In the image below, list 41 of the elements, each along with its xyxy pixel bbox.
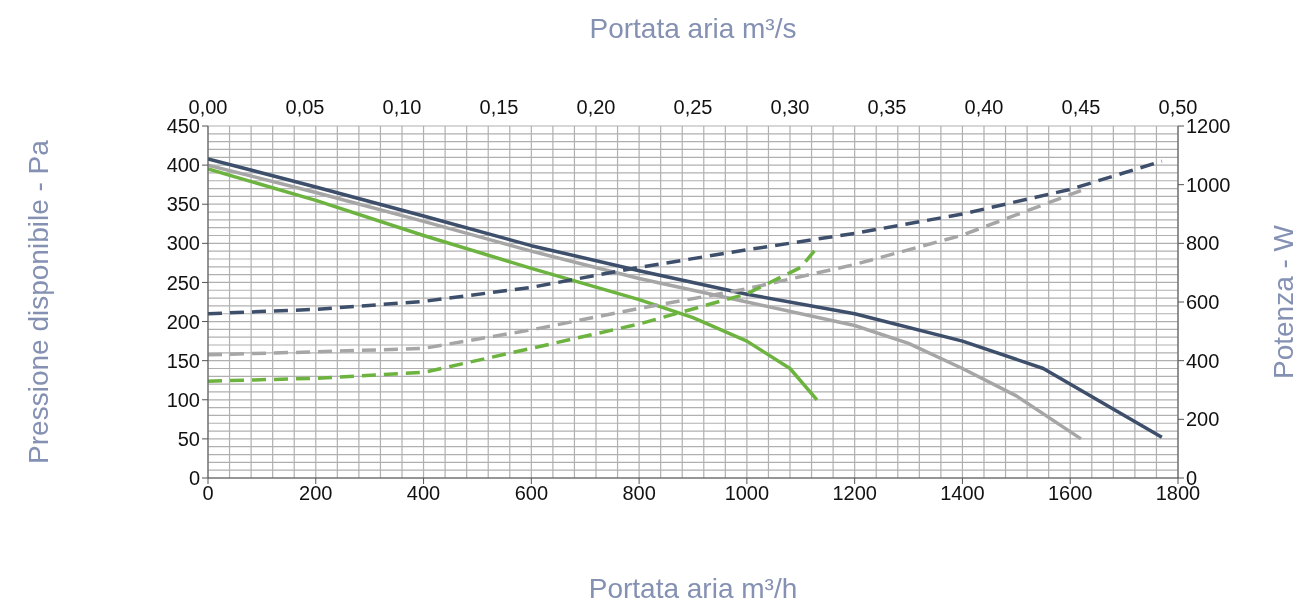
x-tick-label: 200 <box>299 482 333 505</box>
y2-tick-label: 600 <box>1186 291 1220 314</box>
y2-tick-label: 1200 <box>1186 115 1231 138</box>
x-tick-label: 1400 <box>940 482 985 505</box>
y-tick-label: 0 <box>188 467 200 490</box>
x2-tick-label: 0,15 <box>479 96 519 118</box>
y-tick-label: 250 <box>166 271 200 294</box>
y-tick-label: 50 <box>177 427 200 450</box>
x2-tick-label: 0,45 <box>1061 96 1101 118</box>
y2-axis-title: Potenza - W <box>1268 224 1299 380</box>
x-tick-label: 1200 <box>832 482 877 505</box>
x2-axis-title: Portata aria m³/s <box>589 13 797 44</box>
x2-tick-label: 0,00 <box>188 96 228 118</box>
line-series <box>208 167 819 402</box>
y2-tick-label: 400 <box>1186 349 1220 372</box>
x2-tick-label: 0,20 <box>576 96 616 118</box>
x2-tick-label: 0,05 <box>285 96 325 118</box>
y-tick-label: 100 <box>166 388 200 411</box>
y-tick-label: 450 <box>166 115 200 138</box>
y-tick-label: 400 <box>166 154 200 177</box>
y2-tick-label: 200 <box>1186 408 1220 431</box>
x2-tick-label: 0,50 <box>1158 96 1198 118</box>
y2-tick-label: 1000 <box>1186 173 1231 196</box>
x2-tick-label: 0,35 <box>867 96 907 118</box>
y2-tick-label: 800 <box>1186 232 1220 255</box>
x-axis-title: Portata aria m³/h <box>588 573 798 604</box>
x2-tick-label: 0,40 <box>964 96 1004 118</box>
y-axis-title: Pressione disponibile - Pa <box>23 139 54 464</box>
x2-tick-label: 0,25 <box>673 96 713 118</box>
x-tick-label: 800 <box>622 482 656 505</box>
x2-tick-label: 0,10 <box>382 96 422 118</box>
x-tick-label: 1600 <box>1047 482 1093 505</box>
x-tick-label: 0 <box>202 482 214 505</box>
y-tick-label: 350 <box>166 193 200 216</box>
y-tick-label: 200 <box>166 310 200 333</box>
x-tick-label: 600 <box>514 482 549 505</box>
x-tick-label: 400 <box>406 482 441 505</box>
x-tick-label: 1000 <box>724 482 770 505</box>
y-tick-label: 300 <box>166 232 200 255</box>
x2-tick-label: 0,30 <box>770 96 810 118</box>
y-tick-label: 150 <box>166 349 200 372</box>
